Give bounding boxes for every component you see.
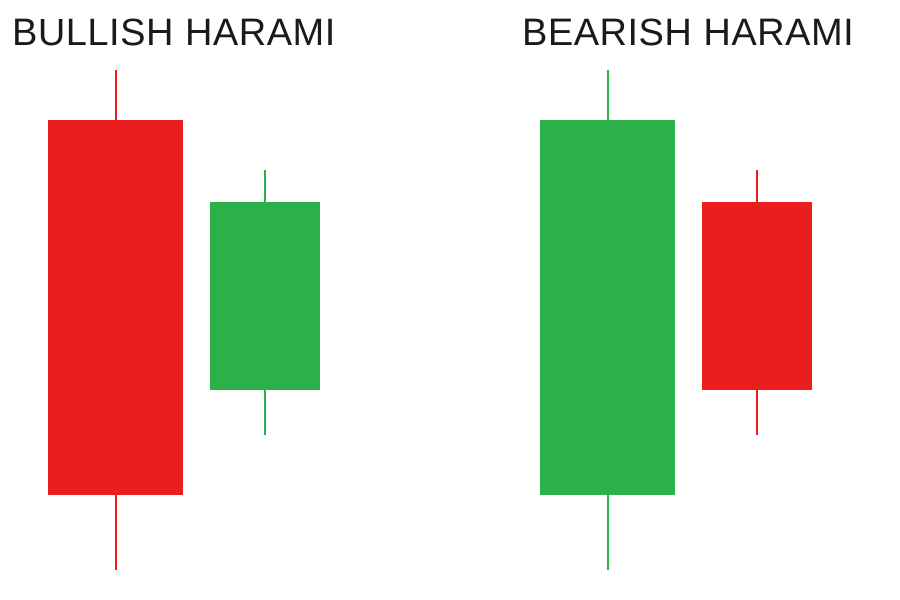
bullish-mother-candle [48,60,183,580]
bullish-candle-area [0,60,450,580]
bullish-child-candle [210,60,320,580]
bullish-title: BULLISH HARAMI [12,12,336,55]
bearish-candle-area [450,60,900,580]
bearish-child-candle [702,60,812,580]
bullish-panel: BULLISH HARAMI [0,0,450,600]
bearish-title: BEARISH HARAMI [522,12,854,55]
bullish-mother-candle-body [48,120,183,495]
bearish-mother-candle-body [540,120,675,495]
bearish-child-candle-body [702,202,812,390]
bullish-child-candle-body [210,202,320,390]
bearish-panel: BEARISH HARAMI [450,0,900,600]
bearish-mother-candle [540,60,675,580]
